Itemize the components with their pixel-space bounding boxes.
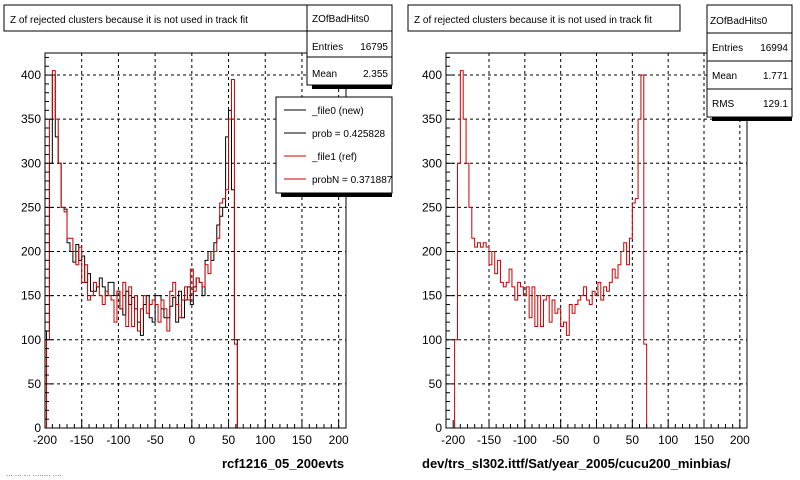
- left-ytick-label: 400: [21, 68, 41, 82]
- footer-timestamp: ... ... ... ........ ....: [6, 469, 62, 478]
- left-x-axis-label: rcf1216_05_200evts: [222, 456, 344, 471]
- left-ytick-label: 0: [34, 421, 41, 435]
- left-ytick-label: 150: [21, 289, 41, 303]
- right-plot-frame: -200 -150 -100 -50 0 50 100 150 200 0 50 100 150 200 2…: [422, 52, 750, 447]
- left-xtick-label: 100: [255, 433, 275, 447]
- left-ytick-label: 350: [21, 112, 41, 126]
- right-ytick-label: 50: [429, 377, 443, 391]
- right-xtick-label: 100: [658, 433, 678, 447]
- right-series-0: [446, 70, 653, 429]
- left-xtick-label: 150: [292, 433, 312, 447]
- left-series-1: [45, 70, 250, 429]
- right-histograms: [446, 70, 653, 429]
- left-xtick-label: 50: [222, 433, 236, 447]
- right-ytick-label: 200: [422, 245, 442, 259]
- legend: _file0 (new) prob = 0.425828 _file1 (ref…: [275, 96, 393, 197]
- left-panel: -200 -150 -100 -50 0 50 100 150 200 0 50 100 150 200 2…: [3, 4, 393, 478]
- left-gridlines: [45, 53, 346, 428]
- legend-entry-prob: prob = 0.425828: [312, 129, 386, 140]
- legend-entry-ref: _file1 (ref): [311, 152, 357, 163]
- right-xtick-label: -150: [477, 433, 501, 447]
- right-stats-name: ZOfBadHits0: [710, 16, 768, 27]
- left-xtick-label: -100: [106, 433, 130, 447]
- left-xtick-label: -50: [146, 433, 164, 447]
- left-xtick-label: 0: [188, 433, 195, 447]
- left-stats-value-entries: 16795: [360, 42, 388, 53]
- left-chart-title: Z of rejected clusters because it is not…: [10, 15, 248, 26]
- right-xtick-label: -50: [552, 433, 570, 447]
- right-x-axis-label: dev/trs_sl302.ittf/Sat/year_2005/cucu200…: [422, 456, 731, 471]
- right-title-box: Z of rejected clusters because it is not…: [407, 4, 681, 32]
- right-stats-box: ZOfBadHits0 Entries 16994 Mean 1.771 RMS…: [706, 4, 793, 121]
- left-ytick-label: 250: [21, 200, 41, 214]
- right-xtick-label: 0: [593, 433, 600, 447]
- left-stats-box: ZOfBadHits0 Entries 16795 Mean 2.355: [306, 4, 393, 89]
- right-xtick-label: 150: [694, 433, 714, 447]
- legend-entry-probn: probN = 0.371887: [312, 175, 393, 186]
- legend-entry-new: _file0 (new): [311, 106, 364, 117]
- right-axis-ticks: [445, 56, 748, 429]
- left-xtick-label: -200: [33, 433, 57, 447]
- right-ytick-label: 150: [422, 289, 442, 303]
- left-axes-frame: [44, 52, 347, 429]
- right-xtick-label: 50: [626, 433, 640, 447]
- right-ytick-label: 400: [422, 68, 442, 82]
- right-xtick-label: 200: [730, 433, 750, 447]
- right-gridlines: [446, 53, 747, 428]
- right-ytick-label: 250: [422, 200, 442, 214]
- right-ytick-label: 0: [435, 421, 442, 435]
- left-xtick-label: 200: [329, 433, 349, 447]
- right-xtick-label: -100: [513, 433, 537, 447]
- left-stats-name: ZOfBadHits0: [312, 14, 370, 25]
- left-axis-ticks: [44, 56, 347, 429]
- right-ytick-label: 100: [422, 333, 442, 347]
- right-stats-label-mean: Mean: [712, 71, 737, 82]
- right-stats-value-rms: 129.1: [763, 99, 788, 110]
- left-stats-label-entries: Entries: [312, 42, 343, 53]
- left-stats-value-mean: 2.355: [363, 69, 388, 80]
- left-ytick-label: 200: [21, 245, 41, 259]
- left-tick-labels: -200 -150 -100 -50 0 50 100 150 200 0 50 100 150 200 2…: [21, 68, 349, 447]
- right-stats-value-entries: 16994: [760, 43, 788, 54]
- right-ytick-label: 350: [422, 112, 442, 126]
- right-stats-label-rms: RMS: [712, 99, 735, 110]
- left-ytick-label: 300: [21, 156, 41, 170]
- right-xtick-label: -200: [441, 433, 465, 447]
- left-ytick-label: 100: [21, 333, 41, 347]
- left-histograms: [45, 70, 250, 429]
- right-chart-title: Z of rejected clusters because it is not…: [414, 15, 652, 26]
- right-stats-label-entries: Entries: [712, 43, 743, 54]
- left-stats-label-mean: Mean: [312, 69, 337, 80]
- left-xtick-label: -150: [70, 433, 94, 447]
- right-stats-value-mean: 1.771: [763, 71, 788, 82]
- left-title-box: Z of rejected clusters because it is not…: [3, 4, 308, 32]
- left-plot-frame: -200 -150 -100 -50 0 50 100 150 200 0 50 100 150 200 2…: [21, 52, 349, 447]
- right-ytick-label: 300: [422, 156, 442, 170]
- right-tick-labels: -200 -150 -100 -50 0 50 100 150 200 0 50 100 150 200 2…: [422, 68, 750, 447]
- left-ytick-label: 50: [28, 377, 42, 391]
- right-panel: -200 -150 -100 -50 0 50 100 150 200 0 50 100 150 200 2…: [407, 4, 793, 471]
